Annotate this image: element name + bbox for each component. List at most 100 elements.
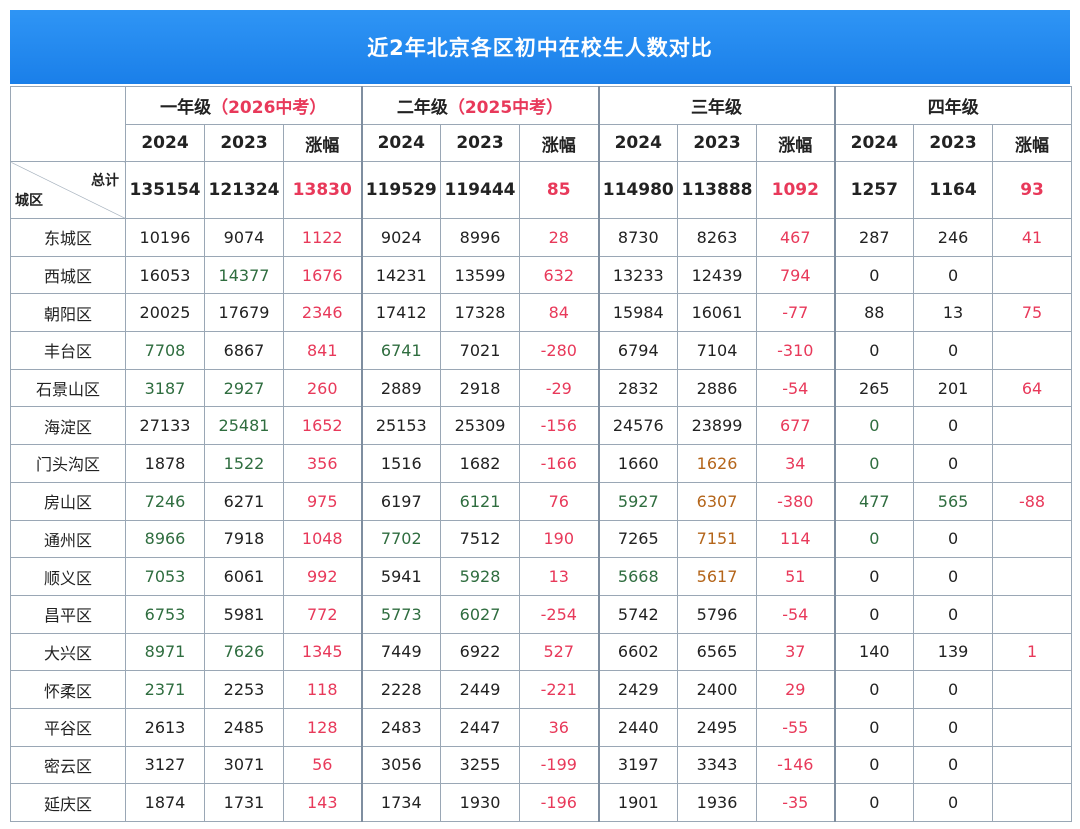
change-cell: 118 bbox=[282, 670, 363, 709]
table-row: 丰台区 7708 6867 841 6741 7021 -280 6794 7104 -310 0 0 bbox=[10, 331, 1073, 370]
total-value: 121324 bbox=[204, 161, 284, 219]
table-row: 顺义区 7053 6061 992 5941 5928 13 5668 5617 51 0 0 bbox=[10, 557, 1073, 596]
value-cell: 0 bbox=[913, 745, 994, 785]
change-cell: 84 bbox=[519, 293, 600, 333]
district-name: 密云区 bbox=[10, 745, 126, 785]
change-cell: 128 bbox=[282, 707, 363, 747]
total-value: 135154 bbox=[125, 161, 205, 219]
change-cell: -55 bbox=[756, 707, 836, 747]
group-header-grade1: 一年级（2026中考） bbox=[124, 86, 363, 125]
value-cell: 0 bbox=[833, 557, 915, 596]
value-cell: 6027 bbox=[440, 594, 521, 634]
value-cell: 5742 bbox=[597, 594, 679, 634]
value-cell: 2400 bbox=[677, 670, 758, 709]
value-cell: 9024 bbox=[360, 218, 442, 257]
value-cell: 6121 bbox=[440, 481, 521, 521]
total-value: 119529 bbox=[360, 161, 442, 219]
change-cell: -54 bbox=[756, 368, 836, 408]
change-cell: 1345 bbox=[282, 632, 363, 672]
value-cell: 0 bbox=[833, 707, 915, 747]
value-cell: 6271 bbox=[204, 481, 284, 521]
value-cell: 5928 bbox=[440, 557, 521, 596]
col-header-change: 涨幅 bbox=[282, 124, 363, 162]
value-cell: 3343 bbox=[677, 745, 758, 785]
value-cell: 0 bbox=[833, 519, 915, 559]
value-cell: 0 bbox=[913, 707, 994, 747]
value-cell: 14377 bbox=[204, 255, 284, 295]
value-cell: 16061 bbox=[677, 293, 758, 333]
value-cell: 5773 bbox=[360, 594, 442, 634]
value-cell: 1626 bbox=[677, 444, 758, 483]
district-name: 门头沟区 bbox=[10, 444, 126, 483]
district-name: 朝阳区 bbox=[10, 293, 126, 333]
change-cell: 64 bbox=[992, 368, 1073, 408]
table-row: 西城区 16053 14377 1676 14231 13599 632 13233 12439… bbox=[10, 255, 1073, 295]
value-cell: 2483 bbox=[360, 707, 442, 747]
value-cell: 0 bbox=[913, 406, 994, 446]
table-row: 朝阳区 20025 17679 2346 17412 17328 84 15984 16061-… bbox=[10, 293, 1073, 333]
table-row: 大兴区 8971 7626 1345 7449 6922 527 6602 6565 37 140 1… bbox=[10, 632, 1073, 672]
value-cell: 8263 bbox=[677, 218, 758, 257]
district-name: 顺义区 bbox=[10, 557, 126, 596]
value-cell: 6602 bbox=[597, 632, 679, 672]
value-cell: 0 bbox=[913, 255, 994, 295]
value-cell: 7512 bbox=[440, 519, 521, 559]
value-cell: 6061 bbox=[204, 557, 284, 596]
value-cell: 5941 bbox=[360, 557, 442, 596]
col-header-change: 涨幅 bbox=[756, 124, 836, 162]
value-cell: 0 bbox=[913, 331, 994, 370]
value-cell: 0 bbox=[913, 519, 994, 559]
change-cell: 41 bbox=[992, 218, 1073, 257]
student-count-table: 一年级（2026中考） 二年级（2025中考） 三年级 四年级 2024 202… bbox=[10, 86, 1073, 822]
value-cell: 1660 bbox=[597, 444, 679, 483]
change-cell: 992 bbox=[282, 557, 363, 596]
change-cell: 36 bbox=[519, 707, 600, 747]
value-cell: 5796 bbox=[677, 594, 758, 634]
value-cell: 7053 bbox=[125, 557, 205, 596]
value-cell: 2440 bbox=[597, 707, 679, 747]
change-cell: 56 bbox=[282, 745, 363, 785]
change-cell: -156 bbox=[519, 406, 600, 446]
change-cell: 37 bbox=[756, 632, 836, 672]
change-cell: 772 bbox=[282, 594, 363, 634]
change-cell: 467 bbox=[756, 218, 836, 257]
total-row: 总计 城区 135154 121324 13830 119529 119444 … bbox=[10, 161, 1073, 219]
value-cell: 6741 bbox=[360, 331, 442, 370]
value-cell: 20025 bbox=[125, 293, 205, 333]
change-cell: 1676 bbox=[282, 255, 363, 295]
col-header-2023: 2023 bbox=[204, 124, 284, 162]
table-title: 近2年北京各区初中在校生人数对比 bbox=[367, 36, 713, 60]
change-cell: 1652 bbox=[282, 406, 363, 446]
change-cell bbox=[992, 519, 1073, 559]
value-cell: 1734 bbox=[360, 783, 442, 822]
change-cell: -88 bbox=[992, 481, 1073, 521]
change-cell: 28 bbox=[519, 218, 600, 257]
value-cell: 140 bbox=[833, 632, 915, 672]
value-cell: 0 bbox=[913, 444, 994, 483]
value-cell: 5668 bbox=[597, 557, 679, 596]
value-cell: 7151 bbox=[677, 519, 758, 559]
change-cell bbox=[992, 406, 1073, 446]
total-value: 1164 bbox=[913, 161, 994, 219]
district-name: 平谷区 bbox=[10, 707, 126, 747]
table-row: 密云区 3127 3071 56 3056 3255 -199 3197 3343 -146 0 0 bbox=[10, 745, 1073, 785]
change-cell bbox=[992, 783, 1073, 822]
value-cell: 14231 bbox=[360, 255, 442, 295]
value-cell: 88 bbox=[833, 293, 915, 333]
value-cell: 1930 bbox=[440, 783, 521, 822]
value-cell: 2253 bbox=[204, 670, 284, 709]
change-cell bbox=[992, 444, 1073, 483]
group-header-grade3: 三年级 bbox=[597, 86, 836, 125]
value-cell: 6197 bbox=[360, 481, 442, 521]
value-cell: 2449 bbox=[440, 670, 521, 709]
value-cell: 2927 bbox=[204, 368, 284, 408]
value-cell: 1901 bbox=[597, 783, 679, 822]
table-row: 海淀区 27133 25481 1652 25153 25309 -156 24576 2389… bbox=[10, 406, 1073, 446]
value-cell: 7702 bbox=[360, 519, 442, 559]
change-cell: 143 bbox=[282, 783, 363, 822]
value-cell: 1878 bbox=[125, 444, 205, 483]
district-name: 房山区 bbox=[10, 481, 126, 521]
table-row: 平谷区 2613 2485 128 2483 2447 36 2440 2495 -55 0 0 bbox=[10, 707, 1073, 747]
value-cell: 6922 bbox=[440, 632, 521, 672]
value-cell: 0 bbox=[833, 255, 915, 295]
